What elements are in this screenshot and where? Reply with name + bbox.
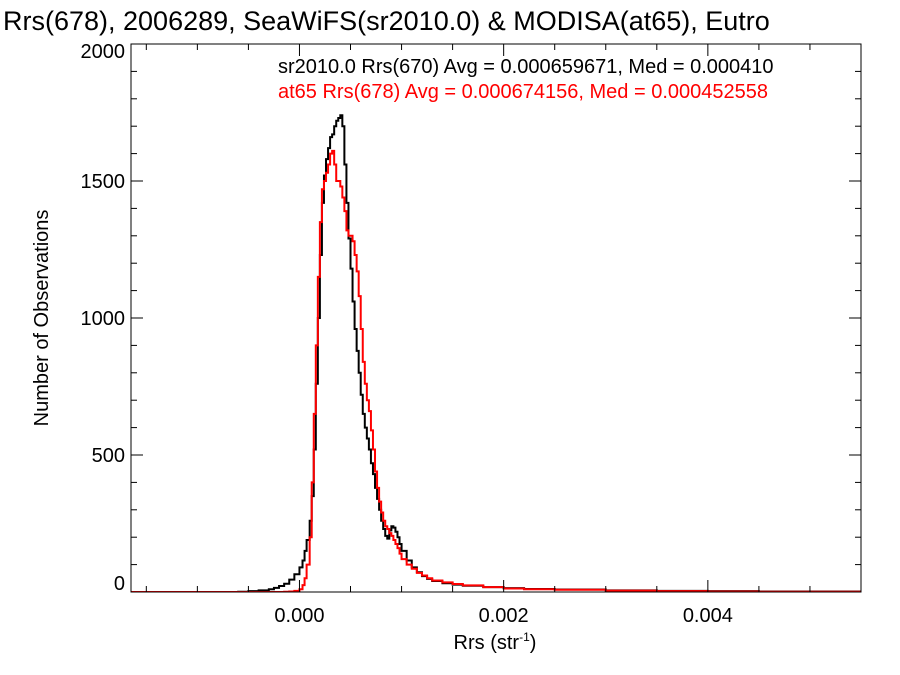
y-axis: 0 500 1000 1500 2000 <box>81 41 861 595</box>
chart-title: Rrs(678), 2006289, SeaWiFS(sr2010.0) & M… <box>3 6 770 36</box>
y-tick-label: 1500 <box>81 171 126 193</box>
x-axis: 0.000 0.002 0.004 <box>145 44 862 627</box>
y-tick-label: 0 <box>114 573 125 595</box>
series-line-0 <box>131 114 861 592</box>
y-axis-label: Number of Observations <box>31 210 53 427</box>
y-tick-label: 500 <box>92 445 125 467</box>
legend-entry-black: sr2010.0 Rrs(670) Avg = 0.000659671, Med… <box>278 56 774 78</box>
x-tick-label: 0.004 <box>683 605 733 627</box>
x-tick-label: 0.000 <box>274 605 324 627</box>
x-tick-label: 0.002 <box>479 605 529 627</box>
x-axis-label: Rrs (str-1) <box>454 630 537 654</box>
legend-entry-red: at65 Rrs(678) Avg = 0.000674156, Med = 0… <box>278 81 768 103</box>
series-line-1 <box>131 149 861 592</box>
y-tick-label: 1000 <box>81 308 126 330</box>
plot-frame <box>130 43 862 593</box>
y-tick-label: 2000 <box>81 41 126 63</box>
x-axis-label-superscript: -1 <box>519 630 530 644</box>
